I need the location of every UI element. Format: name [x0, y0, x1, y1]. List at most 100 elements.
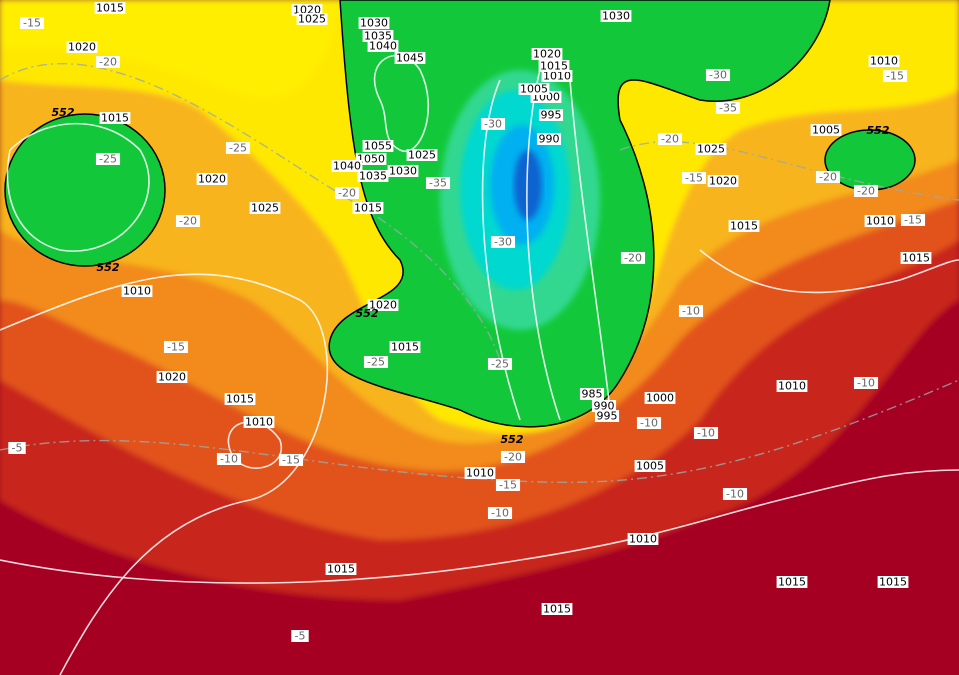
- label-box: [362, 140, 394, 152]
- temperature-label: -20: [338, 187, 356, 200]
- temperature-label: -5: [12, 442, 23, 455]
- temperature-label: -10: [491, 507, 509, 520]
- label-box: [367, 40, 399, 52]
- label-box: [853, 377, 879, 389]
- label-box: [776, 380, 808, 392]
- isobar-label: 1015: [226, 393, 254, 406]
- label-box: [367, 299, 399, 311]
- label-box: [95, 56, 121, 68]
- isobar-label: 985: [582, 388, 603, 401]
- label-box: [853, 185, 879, 197]
- isobar-label: 1020: [198, 173, 226, 186]
- isobar-label: 1030: [360, 17, 388, 30]
- label-box: [425, 177, 451, 189]
- label-box: [877, 576, 909, 588]
- isobar-label: 1010: [778, 380, 806, 393]
- isobar: [6, 122, 150, 252]
- low-areas: [4, 0, 916, 428]
- label-box: [541, 603, 573, 615]
- isobar-label: 1015: [101, 112, 129, 125]
- height-label: 552: [356, 307, 379, 320]
- isobar: [227, 421, 283, 469]
- label-box: [620, 252, 646, 264]
- label-box: [156, 371, 188, 383]
- label-box: [216, 453, 242, 465]
- isotherm: [0, 62, 501, 361]
- temperature-label: -30: [494, 236, 512, 249]
- isobar-label: 1010: [466, 467, 494, 480]
- label-box: [900, 214, 926, 226]
- label-box: [480, 118, 506, 130]
- label-box: [695, 143, 727, 155]
- label-box: [249, 202, 281, 214]
- isobar-label: 1030: [602, 10, 630, 23]
- label-box: [291, 630, 309, 642]
- label-box: [900, 252, 932, 264]
- isobar-label: 1040: [369, 40, 397, 53]
- isobar-label: 1035: [364, 30, 392, 43]
- isobar: [0, 469, 959, 584]
- isobar-label: 1015: [96, 2, 124, 15]
- isobar-label: 1035: [359, 170, 387, 183]
- isobar-label: 1015: [391, 341, 419, 354]
- temperature-label: -10: [640, 417, 658, 430]
- label-box: [810, 124, 842, 136]
- temperature-label: -20: [819, 171, 837, 184]
- isobar-label: 1020: [709, 175, 737, 188]
- label-box: [225, 142, 251, 154]
- isobar-label: 995: [597, 410, 618, 423]
- isobar-label: 1020: [68, 41, 96, 54]
- isobar-label: 1010: [870, 55, 898, 68]
- temperature-label: -10: [220, 453, 238, 466]
- label-box: [334, 187, 360, 199]
- temperature-label: -15: [904, 214, 922, 227]
- isobar-label: 1015: [327, 563, 355, 576]
- isobar-label: 1000: [646, 392, 674, 405]
- isobar-label: 1025: [251, 202, 279, 215]
- label-box: [394, 52, 426, 64]
- label-box: [490, 236, 516, 248]
- temperature-label: -15: [282, 454, 300, 467]
- label-box: [325, 563, 357, 575]
- isobar-label: 1025: [697, 143, 725, 156]
- temperature-label: -30: [709, 69, 727, 82]
- field: [514, 150, 542, 220]
- temperature-label: -35: [719, 102, 737, 115]
- isobar: [481, 69, 611, 421]
- label-box: [715, 102, 741, 114]
- isobar-label: 1010: [543, 70, 571, 83]
- isobar-label: 1010: [629, 533, 657, 546]
- isobar-label: 1005: [520, 83, 548, 96]
- label-box: [681, 172, 707, 184]
- label-box: [644, 392, 676, 404]
- label-box: [627, 533, 659, 545]
- label-box: [815, 171, 841, 183]
- label-box: [363, 356, 389, 368]
- label-box: [296, 13, 328, 25]
- temperature-label: -5: [295, 630, 306, 643]
- temperature-label: -15: [886, 70, 904, 83]
- label-box: [352, 202, 384, 214]
- label-box: [538, 109, 564, 121]
- temperature-label: -20: [624, 252, 642, 265]
- isobar-label: 1010: [245, 416, 273, 429]
- label-box: [591, 400, 617, 412]
- isobar-label: 1010: [123, 285, 151, 298]
- label-box: [243, 416, 275, 428]
- isobar-label: 1030: [389, 165, 417, 178]
- isobar-label: 1040: [333, 160, 361, 173]
- label-box: [678, 305, 704, 317]
- isobar-label: 1015: [543, 603, 571, 616]
- label-box: [728, 220, 760, 232]
- label-box: [531, 48, 563, 60]
- label-box: [358, 17, 390, 29]
- label-box: [387, 165, 419, 177]
- temperature-label: -15: [685, 172, 703, 185]
- label-box: [636, 417, 662, 429]
- label-box: [121, 285, 153, 297]
- label-box: [175, 215, 201, 227]
- temperature-label: -10: [857, 377, 875, 390]
- isobar-label: 1025: [408, 149, 436, 162]
- temperature-label: -20: [504, 451, 522, 464]
